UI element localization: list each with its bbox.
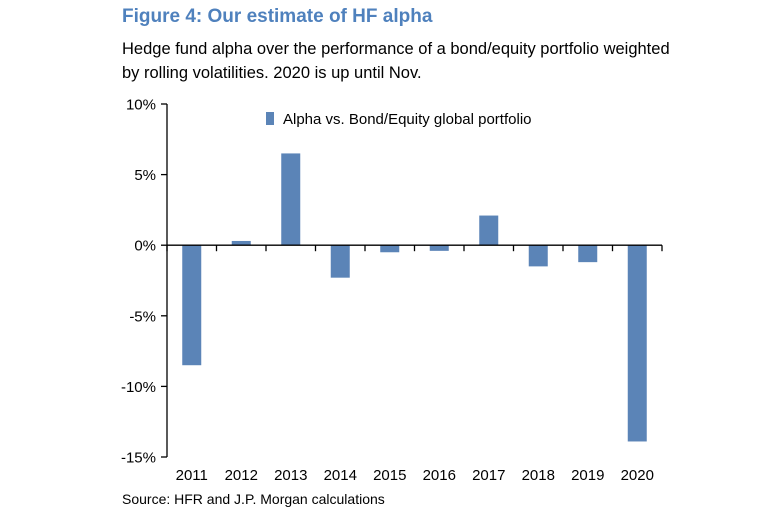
x-tick-label: 2011: [176, 467, 208, 484]
bars: [182, 153, 647, 442]
bar-2020: [627, 245, 647, 442]
y-axis: 10% 5% 0% -5% -10% -15%: [121, 97, 168, 467]
x-tick-label: 2018: [522, 467, 555, 484]
y-tick-label: 0%: [134, 238, 156, 255]
figure-subtitle: Hedge fund alpha over the performance of…: [122, 40, 670, 82]
bar-2012: [231, 240, 251, 246]
bar-2018: [528, 245, 548, 267]
bar-2015: [380, 245, 400, 253]
bar-2016: [429, 245, 449, 251]
x-tick-label: 2013: [274, 467, 307, 484]
x-tick-label: 2020: [621, 467, 654, 484]
bar-2013: [281, 153, 301, 246]
y-tick-label: 10%: [126, 97, 156, 114]
x-tick-label: 2019: [571, 467, 604, 484]
x-tick-label: 2012: [225, 467, 258, 484]
y-tick-label: 5%: [134, 167, 156, 184]
x-axis: [166, 244, 663, 252]
y-tick-label: -5%: [129, 308, 156, 325]
figure-title: Figure 4: Our estimate of HF alpha: [122, 6, 433, 27]
bar-2019: [578, 245, 598, 263]
y-tick-label: -15%: [121, 450, 156, 467]
x-tick-labels: 2011 2012 2013 2014 2015 2016 2017 2018 2019 2020: [176, 467, 654, 484]
bar-2014: [330, 245, 350, 278]
y-tick-label: -10%: [121, 379, 156, 396]
x-tick-label: 2017: [472, 467, 505, 484]
legend: Alpha vs. Bond/Equity global portfolio: [266, 111, 532, 128]
source-note: Source: HFR and J.P. Morgan calculations: [122, 491, 385, 507]
legend-swatch: [266, 112, 274, 125]
x-tick-label: 2014: [324, 467, 357, 484]
legend-label: Alpha vs. Bond/Equity global portfolio: [283, 111, 532, 128]
bar-2017: [479, 215, 499, 246]
bar-2011: [182, 245, 202, 366]
x-tick-label: 2016: [423, 467, 456, 484]
x-tick-label: 2015: [373, 467, 406, 484]
